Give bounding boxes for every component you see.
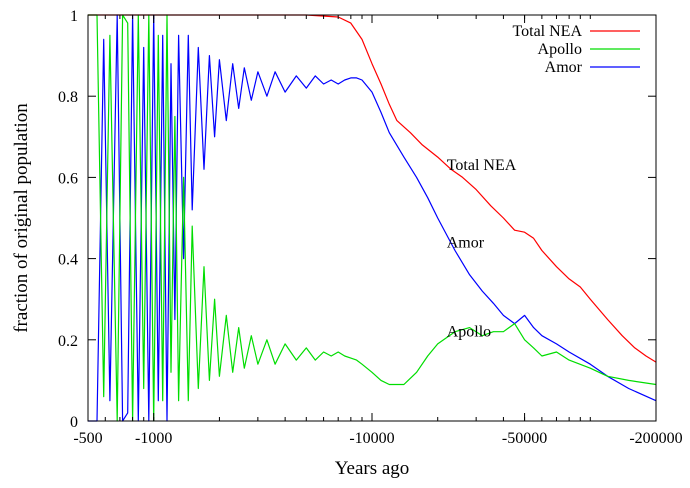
legend-label: Apollo [538, 41, 582, 58]
plot-frame [87, 14, 657, 422]
annotation-label: Amor [447, 234, 485, 251]
series-line-total-nea [88, 14, 657, 363]
y-tick-label: 0 [70, 414, 78, 431]
x-axis-label: Years ago [335, 458, 410, 479]
legend-label: Amor [545, 59, 583, 76]
x-tick-label: -50000 [502, 430, 547, 447]
y-tick-label: 0.4 [58, 252, 78, 269]
annotation-label: Apollo [447, 324, 491, 341]
y-tick-label: 0.6 [58, 170, 78, 187]
y-tick-label: 0.8 [58, 89, 78, 106]
x-tick-label: -10000 [349, 430, 394, 447]
y-axis-label: fraction of original population [11, 103, 32, 333]
x-tick-label: -500 [73, 430, 102, 447]
x-tick-label: -1000 [135, 430, 172, 447]
x-tick-label: -200000 [629, 430, 682, 447]
y-tick-label: 1 [70, 8, 78, 25]
annotation-label: Total NEA [447, 157, 517, 174]
legend-label: Total NEA [512, 23, 582, 40]
ticks-layer: 0 0.2 0.4 0.6 0.8 1 -500 -1000 -10000 -50000 -2000… [58, 8, 683, 447]
y-tick-label: 0.2 [58, 333, 78, 350]
annotations: Total NEA Amor Apollo [447, 157, 517, 340]
